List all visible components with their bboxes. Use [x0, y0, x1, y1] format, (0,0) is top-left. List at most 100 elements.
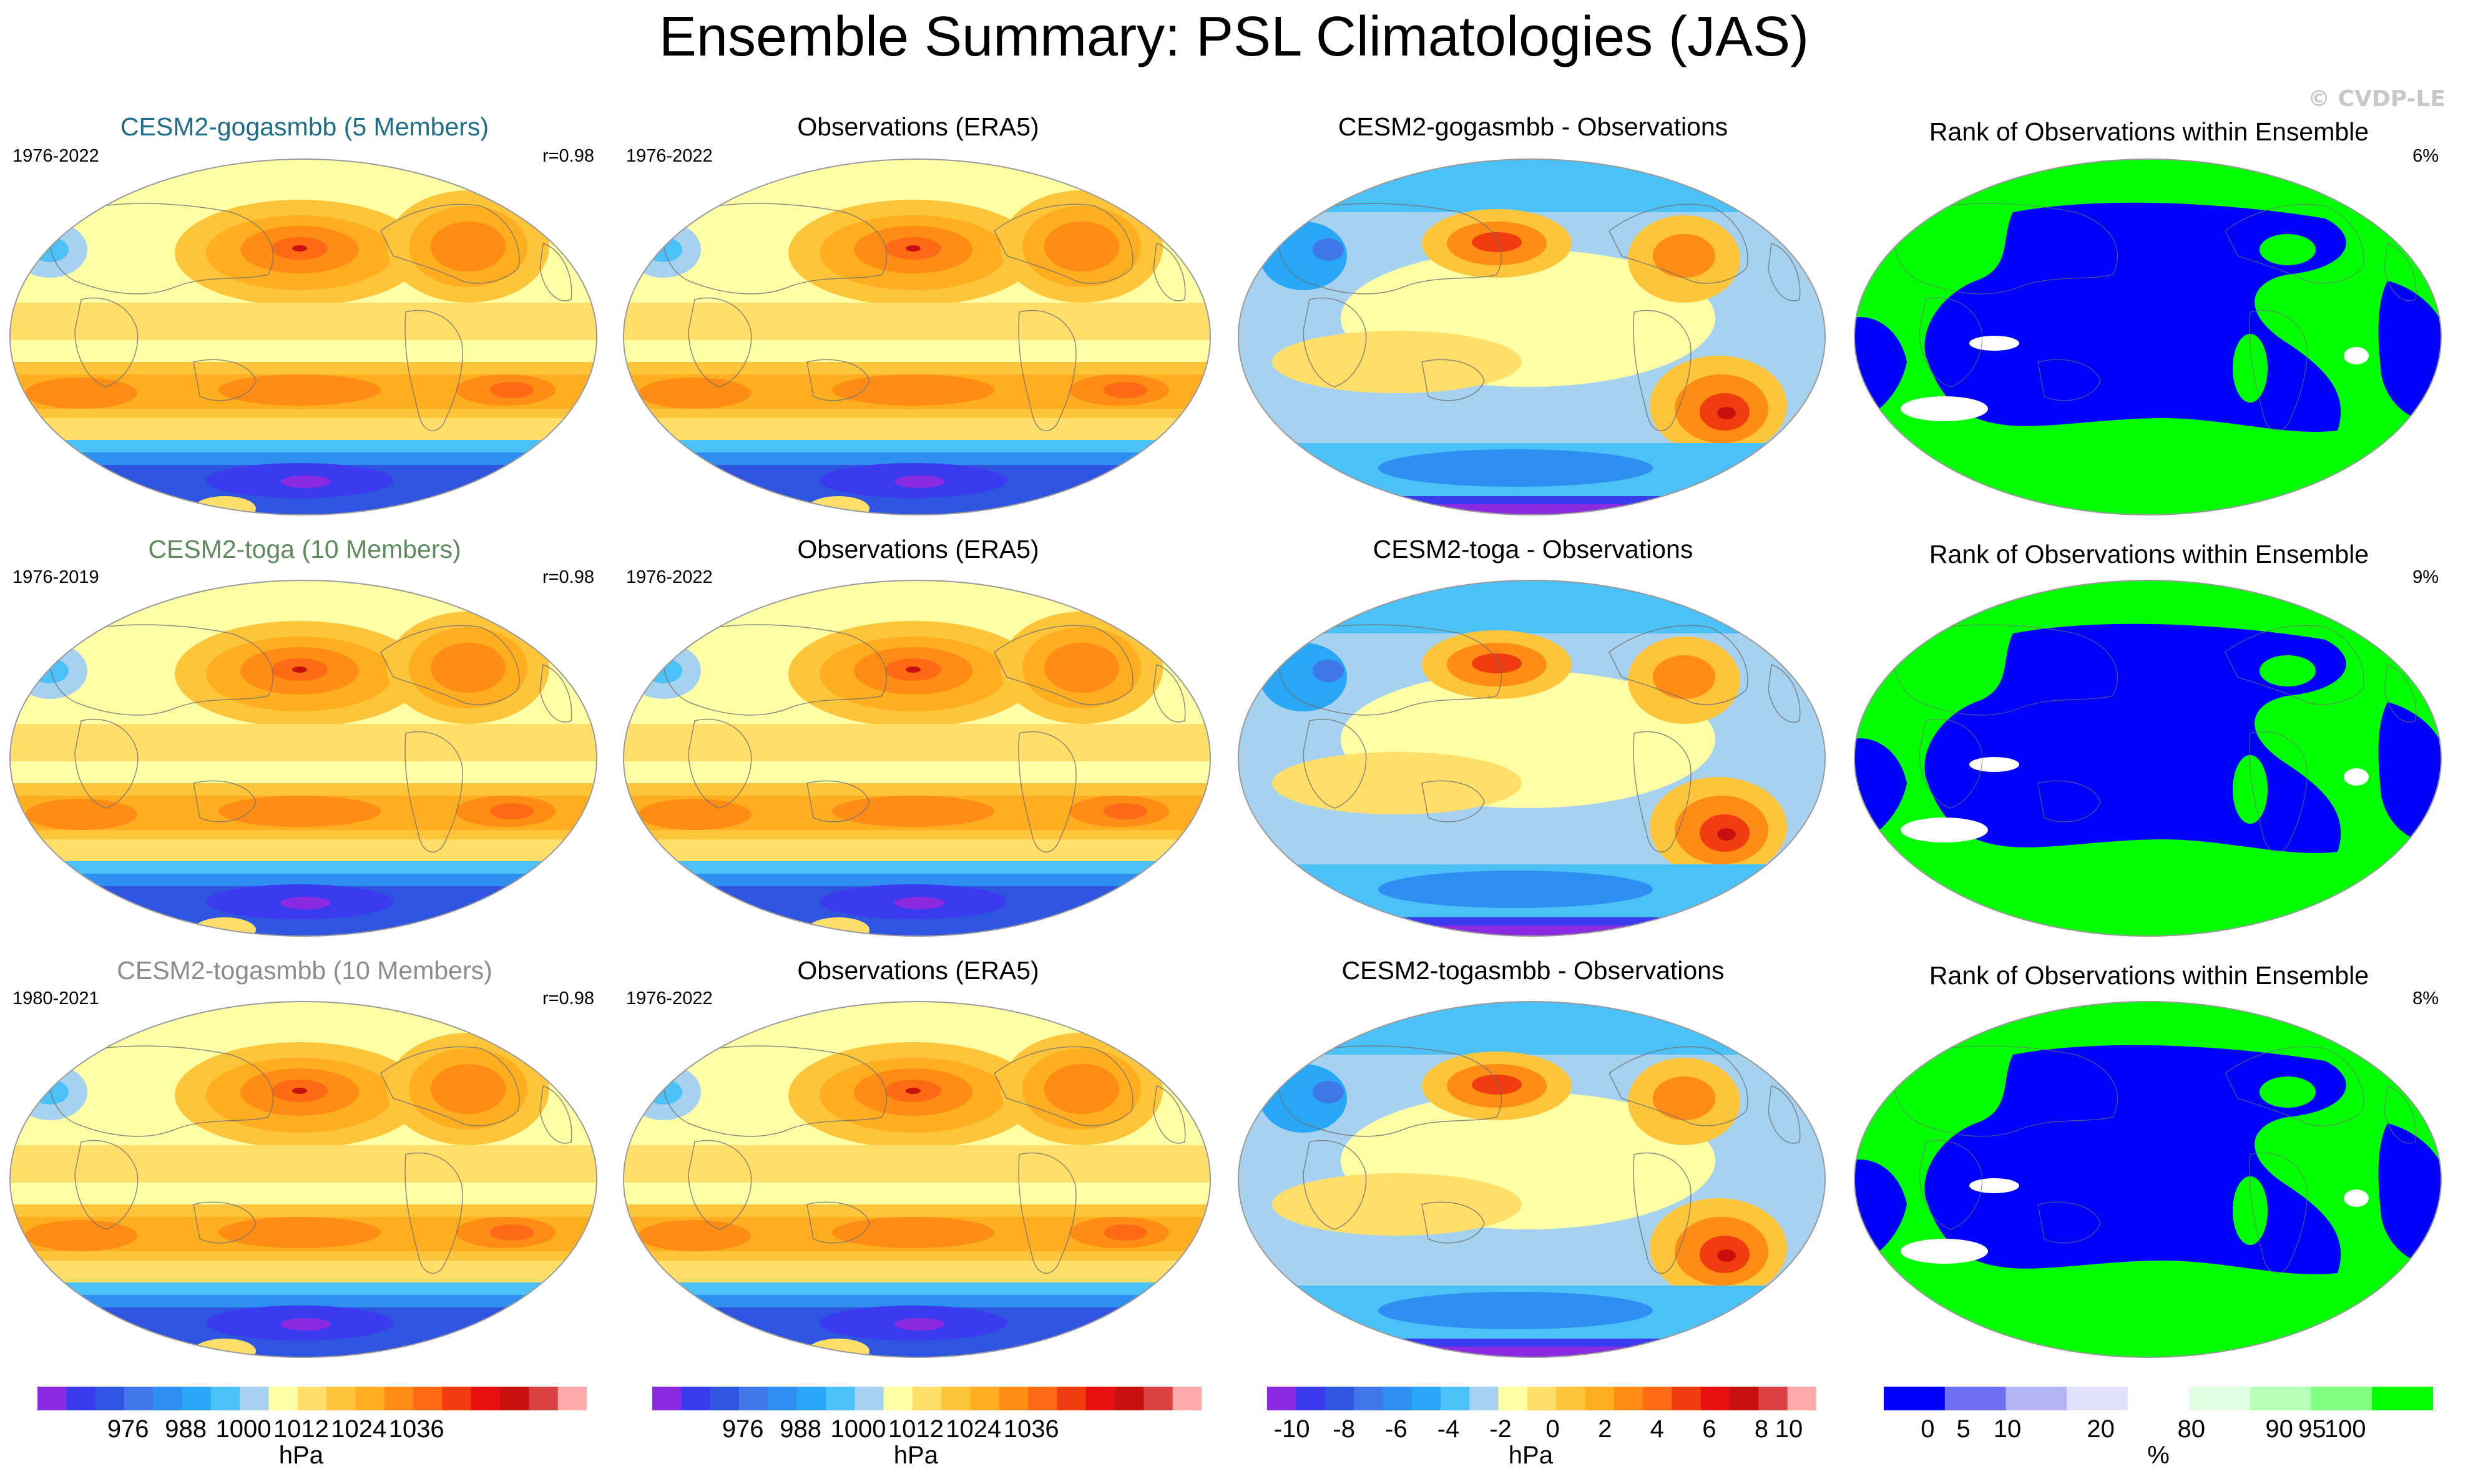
- colorbar-unit-label: hPa: [278, 1442, 323, 1469]
- panel-title-model: CESM2-gogasmbb (5 Members): [120, 112, 489, 141]
- colorbar-tick-label: -8: [1333, 1415, 1355, 1443]
- correlation-label: r=0.98: [542, 989, 594, 1008]
- panel-title-obs: Observations (ERA5): [797, 956, 1039, 985]
- colorbar-2: [1267, 1387, 1816, 1410]
- colorbar-tick-label: 100: [2324, 1415, 2366, 1443]
- colorbar-swatch: [2250, 1387, 2311, 1410]
- colorbar-swatch: [557, 1387, 587, 1410]
- colorbar-swatch: [1440, 1387, 1470, 1410]
- colorbar-swatch: [1730, 1387, 1759, 1410]
- panel-title-diff: CESM2-togasmbb - Observations: [1341, 956, 1725, 985]
- panel-title-obs: Observations (ERA5): [797, 112, 1039, 141]
- colorbar-swatch: [1411, 1387, 1441, 1410]
- colorbar-swatch: [124, 1387, 154, 1410]
- colorbar-tick-label: 0: [1545, 1415, 1560, 1443]
- colorbar-swatch: [1556, 1387, 1585, 1410]
- panel-title-rank: Rank of Observations within Ensemble: [1929, 117, 2369, 146]
- map-diff: [1238, 159, 1826, 515]
- colorbar-swatch: [854, 1387, 884, 1410]
- colorbar-tick-label: 1012: [888, 1415, 944, 1443]
- colorbar-swatch: [681, 1387, 711, 1410]
- colorbar-swatch: [1700, 1387, 1730, 1410]
- colorbar-tick-label: 4: [1650, 1415, 1664, 1443]
- colorbar-tick-label: 0: [1921, 1415, 1935, 1443]
- colorbar-swatch: [738, 1387, 768, 1410]
- colorbar-swatch: [2188, 1387, 2251, 1410]
- period-label: 1976-2022: [626, 989, 713, 1008]
- colorbar-swatch: [941, 1387, 971, 1410]
- colorbar-swatch: [1758, 1387, 1788, 1410]
- colorbar-unit-label: hPa: [1508, 1442, 1553, 1469]
- colorbar-tick-label: 6: [1702, 1415, 1716, 1443]
- colorbar-swatch: [1643, 1387, 1672, 1410]
- period-label: 1976-2022: [12, 146, 99, 166]
- colorbar-swatch: [1383, 1387, 1413, 1410]
- panel-title-rank: Rank of Observations within Ensemble: [1929, 540, 2369, 569]
- colorbar-tick-label: 988: [165, 1415, 207, 1443]
- page-title: Ensemble Summary: PSL Climatologies (JAS…: [659, 6, 1809, 68]
- colorbar-swatch: [1614, 1387, 1643, 1410]
- colorbar-swatch: [268, 1387, 298, 1410]
- colorbar-tick-label: 1036: [388, 1415, 444, 1443]
- colorbar-swatch: [2067, 1387, 2128, 1410]
- map-rank: [1854, 1001, 2442, 1358]
- colorbar-swatch: [1267, 1387, 1296, 1410]
- colorbar-swatch: [652, 1387, 682, 1410]
- colorbar-swatch: [883, 1387, 913, 1410]
- colorbar-3: [1884, 1387, 2433, 1410]
- rank-percent-label: 9%: [2412, 567, 2439, 587]
- colorbar-tick-label: 976: [722, 1415, 764, 1443]
- map-diff: [1238, 580, 1826, 937]
- colorbar-swatch: [1057, 1387, 1087, 1410]
- colorbar-swatch: [95, 1387, 125, 1410]
- colorbar-swatch: [999, 1387, 1029, 1410]
- colorbar-tick-label: -2: [1489, 1415, 1512, 1443]
- colorbar-swatch: [1085, 1387, 1115, 1410]
- colorbar-tick-label: 5: [1956, 1415, 1971, 1443]
- colorbar-tick-label: -4: [1437, 1415, 1460, 1443]
- colorbar-1: [652, 1387, 1202, 1410]
- colorbar-tick-label: 10: [1993, 1415, 2022, 1443]
- rank-percent-label: 6%: [2412, 146, 2439, 166]
- colorbar-tick-label: -6: [1385, 1415, 1408, 1443]
- colorbar-tick-label: 80: [2177, 1415, 2206, 1443]
- colorbar-swatch: [500, 1387, 529, 1410]
- colorbar-swatch: [355, 1387, 385, 1410]
- colorbar-swatch: [1325, 1387, 1354, 1410]
- panel-title-diff: CESM2-toga - Observations: [1373, 535, 1693, 564]
- colorbar-swatch: [1527, 1387, 1557, 1410]
- colorbar-unit-label: hPa: [893, 1442, 938, 1469]
- map-model: [9, 159, 597, 515]
- colorbar-swatch: [825, 1387, 855, 1410]
- watermark: © CVDP-LE: [2308, 86, 2446, 112]
- colorbar-unit-label: %: [2147, 1442, 2170, 1469]
- colorbar-swatch: [1115, 1387, 1144, 1410]
- colorbar-swatch: [2311, 1387, 2373, 1410]
- colorbar-swatch: [384, 1387, 414, 1410]
- correlation-label: r=0.98: [542, 146, 594, 166]
- colorbar-tick-label: 1012: [273, 1415, 329, 1443]
- map-model: [9, 580, 597, 937]
- colorbar-tick-label: 1024: [946, 1415, 1002, 1443]
- colorbar-swatch: [1672, 1387, 1702, 1410]
- colorbar-tick-label: 20: [2087, 1415, 2115, 1443]
- colorbar-swatch: [471, 1387, 501, 1410]
- colorbar-swatch: [912, 1387, 942, 1410]
- colorbar-tick-label: 8: [1754, 1415, 1769, 1443]
- colorbar-swatch: [796, 1387, 826, 1410]
- colorbar-tick-label: 95: [2298, 1415, 2326, 1443]
- colorbar-swatch: [66, 1387, 96, 1410]
- colorbar-swatch: [1172, 1387, 1202, 1410]
- colorbar-swatch: [768, 1387, 798, 1410]
- map-diff: [1238, 1001, 1826, 1358]
- colorbar-swatch: [2005, 1387, 2067, 1410]
- colorbar-tick-label: 10: [1775, 1415, 1803, 1443]
- colorbar-swatch: [153, 1387, 183, 1410]
- colorbar-swatch: [2128, 1387, 2190, 1410]
- colorbar-swatch: [37, 1387, 67, 1410]
- colorbar-swatch: [1469, 1387, 1499, 1410]
- colorbar-swatch: [1585, 1387, 1615, 1410]
- colorbar-0: [37, 1387, 587, 1410]
- panel-title-diff: CESM2-gogasmbb - Observations: [1338, 112, 1728, 141]
- rank-percent-label: 8%: [2412, 989, 2439, 1008]
